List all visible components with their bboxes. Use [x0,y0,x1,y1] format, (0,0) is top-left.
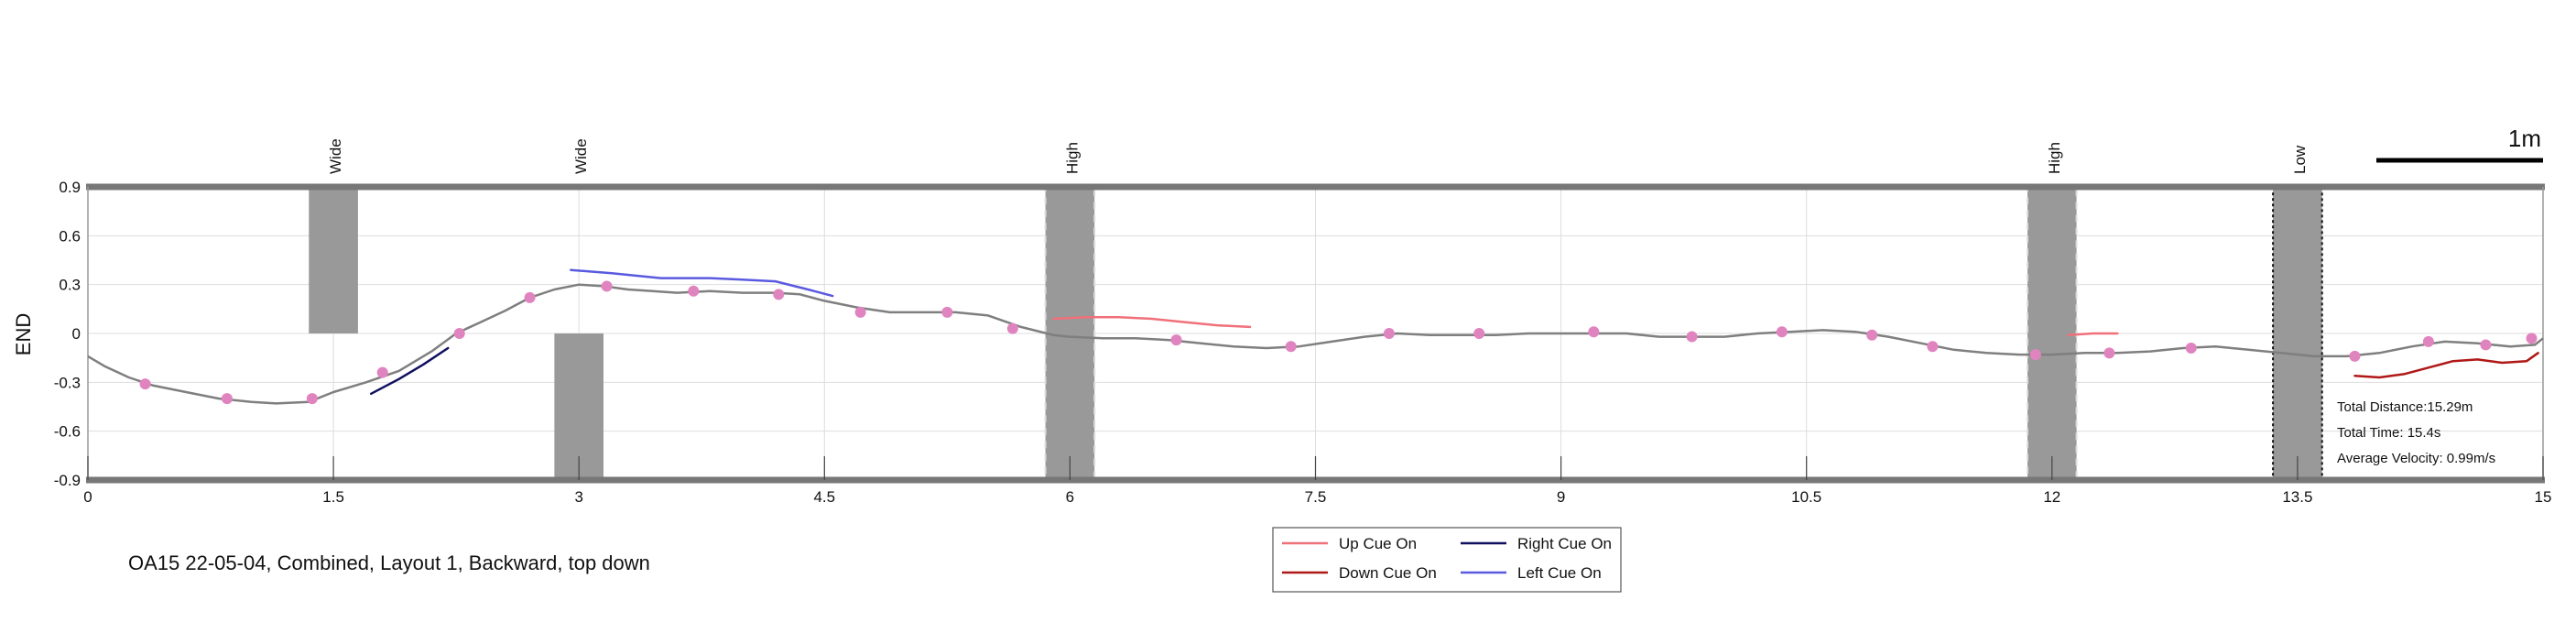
step-marker-11 [1006,322,1018,334]
obstacle-outline-2 [1044,186,1096,481]
x-tick-label-7: 10.5 [1791,488,1821,506]
step-marker-21 [2029,349,2041,361]
step-marker-15 [1473,328,1485,339]
y-tick-label-5: -0.6 [54,423,81,441]
series-0-segment-1 [2067,332,2119,337]
x-tick-label-4: 6 [1066,488,1074,506]
step-marker-0 [139,378,151,390]
step-marker-14 [1383,328,1395,339]
legend-label-1: Down Cue On [1339,564,1437,582]
step-marker-19 [1866,329,1878,341]
step-marker-16 [1588,326,1600,338]
scale-bar: 1m [2376,125,2543,163]
series-2-segment-0 [369,346,450,396]
x-tick-label-3: 4.5 [813,488,835,506]
legend-box [1272,527,1622,593]
y-tick-label-2: 0.3 [59,277,81,294]
step-marker-12 [1170,334,1182,346]
cue-series [369,268,2539,396]
chart-caption: OA15 22-05-04, Combined, Layout 1, Backw… [128,551,650,574]
legend: Up Cue On Down Cue On Right Cue On Left Cue… [1272,527,1622,593]
step-marker-9 [854,306,866,318]
step-marker-20 [1927,341,1939,353]
y-tick-label-4: -0.3 [54,374,81,391]
legend-label-3: Left Cue On [1517,564,1602,582]
total-distance: Total Distance:15.29m [2337,399,2473,415]
step-marker-2 [306,393,318,405]
x-tick-label-6: 9 [1557,488,1565,506]
step-marker-6 [601,280,613,292]
series-3-segment-0 [570,268,834,298]
step-marker-27 [2526,333,2538,344]
x-tick-label-1: 1.5 [322,488,344,506]
legend-label-2: Right Cue On [1517,535,1612,552]
legend-label-0: Up Cue On [1339,535,1417,552]
step-marker-3 [376,366,388,378]
step-marker-24 [2349,350,2361,362]
step-markers [139,280,2538,405]
x-tick-label-5: 7.5 [1305,488,1327,506]
step-marker-1 [221,393,233,405]
step-marker-23 [2185,343,2197,354]
obstacles: Wide Wide High High Low [309,138,2323,481]
x-tick-label-2: 3 [574,488,582,506]
scale-bar-label: 1m [2508,125,2541,152]
trajectory [87,283,2544,405]
y-tick-label-6: -0.9 [54,472,81,489]
obstacle-label-3: High [2046,142,2063,174]
obstacle-2 [1045,187,1095,480]
step-marker-13 [1285,341,1297,353]
obstacle-0 [309,187,358,333]
trajectory-line [87,283,2544,405]
step-marker-5 [524,291,536,303]
step-marker-22 [2103,347,2115,359]
total-time: Total Time: 15.4s [2337,425,2440,441]
obstacle-4 [2273,187,2322,480]
axis-ticks: 0 1.5 3 4.5 6 7.5 9 10.5 12 13.5 15 0.9 0.6 0.3 0 -0.3 -… [54,179,2552,506]
average-velocity: Average Velocity: 0.99m/s [2337,451,2495,466]
obstacle-label-2: High [1063,142,1081,174]
obstacle-3 [2027,187,2077,480]
obstacle-label-1: Wide [572,138,590,174]
step-marker-17 [1686,331,1698,343]
step-marker-4 [453,328,465,339]
step-marker-7 [688,285,700,297]
step-marker-10 [941,306,953,318]
x-tick-label-8: 12 [2043,488,2060,506]
obstacle-1 [554,333,604,480]
x-tick-label-9: 13.5 [2282,488,2312,506]
y-tick-label-1: 0.6 [59,227,81,245]
stats-box: Total Distance:15.29m Total Time: 15.4s … [2337,399,2495,466]
series-1-segment-0 [2353,352,2539,379]
x-tick-label-10: 15 [2535,488,2552,506]
step-marker-26 [2480,339,2492,351]
step-marker-8 [773,289,785,300]
x-tick-label-0: 0 [83,488,92,506]
y-tick-label-0: 0.9 [59,179,81,196]
obstacle-label-0: Wide [327,138,344,174]
y-tick-label-3: 0 [72,325,81,343]
step-marker-25 [2422,335,2434,347]
obstacle-label-4: Low [2291,145,2309,174]
step-marker-18 [1776,326,1788,338]
series-0-segment-0 [1052,315,1252,329]
y-axis-label: END [12,313,35,355]
